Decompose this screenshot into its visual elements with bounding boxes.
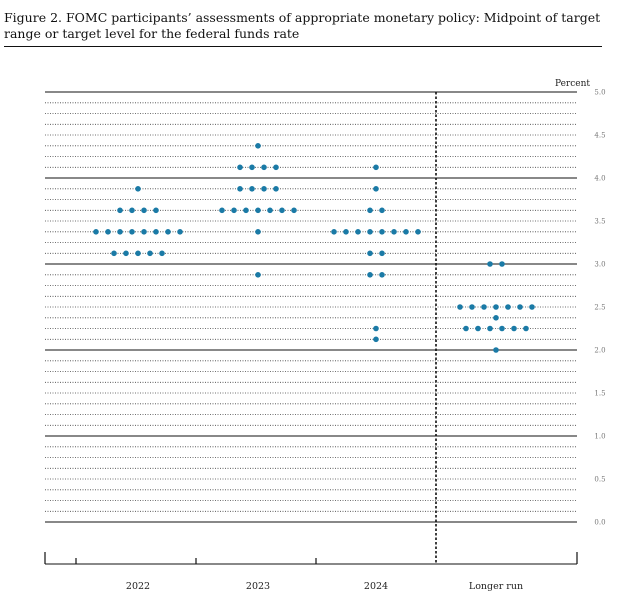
- participant-dot: [117, 229, 123, 235]
- y-tick-label: 5.0: [594, 89, 605, 97]
- participant-dot: [237, 186, 243, 192]
- y-tick-label: 0.5: [594, 476, 605, 484]
- participant-dot: [379, 207, 385, 214]
- participant-dot: [511, 325, 517, 332]
- x-category-label: 2023: [246, 581, 270, 592]
- participant-dot: [331, 229, 337, 235]
- participant-dot: [493, 304, 499, 310]
- participant-dot: [487, 325, 493, 332]
- participant-dot: [135, 186, 141, 192]
- participant-dot: [273, 186, 279, 192]
- participant-dot: [237, 164, 243, 171]
- dots-layer: [93, 143, 535, 353]
- grid-layer: [45, 91, 577, 523]
- participant-dot: [249, 164, 255, 171]
- participant-dot: [111, 250, 117, 257]
- participant-dot: [517, 304, 523, 310]
- participant-dot: [141, 229, 147, 235]
- participant-dot: [255, 143, 261, 149]
- participant-dot: [499, 261, 505, 267]
- participant-dot: [373, 186, 379, 192]
- y-axis-unit-label: Percent: [555, 79, 590, 89]
- participant-dot: [279, 207, 285, 214]
- x-category-label: Longer run: [469, 581, 523, 592]
- participant-dot: [367, 272, 373, 278]
- participant-dot: [463, 325, 469, 332]
- participant-dot: [123, 250, 129, 257]
- y-tick-label: 3.0: [594, 261, 605, 269]
- participant-dot: [141, 207, 147, 214]
- participant-dot: [291, 207, 297, 214]
- participant-dot: [529, 304, 535, 310]
- participant-dot: [231, 207, 237, 214]
- participant-dot: [367, 207, 373, 214]
- participant-dot: [165, 229, 171, 235]
- participant-dot: [523, 325, 529, 332]
- y-tick-label: 2.0: [594, 347, 605, 355]
- participant-dot: [367, 250, 373, 257]
- title-rule: [4, 46, 602, 47]
- participant-dot: [153, 229, 159, 235]
- participant-dot: [261, 186, 267, 192]
- y-tick-label: 4.0: [594, 175, 605, 183]
- participant-dot: [499, 325, 505, 332]
- label-layer: 0.0 0.5 1.0 1.5 2.0 2.5 3.0 3.5 4.0 4.5 5.0 Percent…: [126, 79, 606, 592]
- x-category-label: 2022: [126, 581, 150, 592]
- participant-dot: [255, 229, 261, 235]
- participant-dot: [415, 229, 421, 235]
- x-category-label: 2024: [364, 581, 388, 592]
- participant-dot: [177, 229, 183, 235]
- participant-dot: [343, 229, 349, 235]
- participant-dot: [469, 304, 475, 310]
- participant-dot: [373, 325, 379, 332]
- participant-dot: [129, 229, 135, 235]
- participant-dot: [159, 250, 165, 257]
- figure-title: Figure 2. FOMC participants’ assessments…: [4, 10, 601, 41]
- participant-dot: [147, 250, 153, 257]
- participant-dot: [117, 207, 123, 214]
- participant-dot: [379, 272, 385, 278]
- y-tick-label: 0.0: [594, 519, 605, 527]
- participant-dot: [403, 229, 409, 235]
- participant-dot: [135, 250, 141, 257]
- participant-dot: [481, 304, 487, 310]
- participant-dot: [391, 229, 397, 235]
- participant-dot: [267, 207, 273, 214]
- participant-dot: [475, 325, 481, 332]
- participant-dot: [243, 207, 249, 214]
- participant-dot: [219, 207, 225, 214]
- y-tick-label: 1.5: [594, 390, 605, 398]
- y-tick-label: 1.0: [594, 433, 605, 441]
- participant-dot: [255, 207, 261, 214]
- y-tick-label: 2.5: [594, 304, 605, 312]
- y-tick-label: 3.5: [594, 218, 605, 226]
- participant-dot: [373, 336, 379, 343]
- axis-layer: [44, 92, 578, 565]
- participant-dot: [379, 250, 385, 257]
- participant-dot: [367, 229, 373, 235]
- participant-dot: [373, 164, 379, 171]
- participant-dot: [505, 304, 511, 310]
- participant-dot: [493, 347, 499, 353]
- participant-dot: [93, 229, 99, 235]
- participant-dot: [493, 315, 499, 321]
- y-tick-label: 4.5: [594, 132, 605, 140]
- participant-dot: [255, 272, 261, 278]
- participant-dot: [379, 229, 385, 235]
- participant-dot: [249, 186, 255, 192]
- participant-dot: [261, 164, 267, 171]
- participant-dot: [487, 261, 493, 267]
- participant-dot: [153, 207, 159, 214]
- participant-dot: [355, 229, 361, 235]
- participant-dot: [129, 207, 135, 214]
- participant-dot: [273, 164, 279, 171]
- participant-dot: [105, 229, 111, 235]
- participant-dot: [457, 304, 463, 310]
